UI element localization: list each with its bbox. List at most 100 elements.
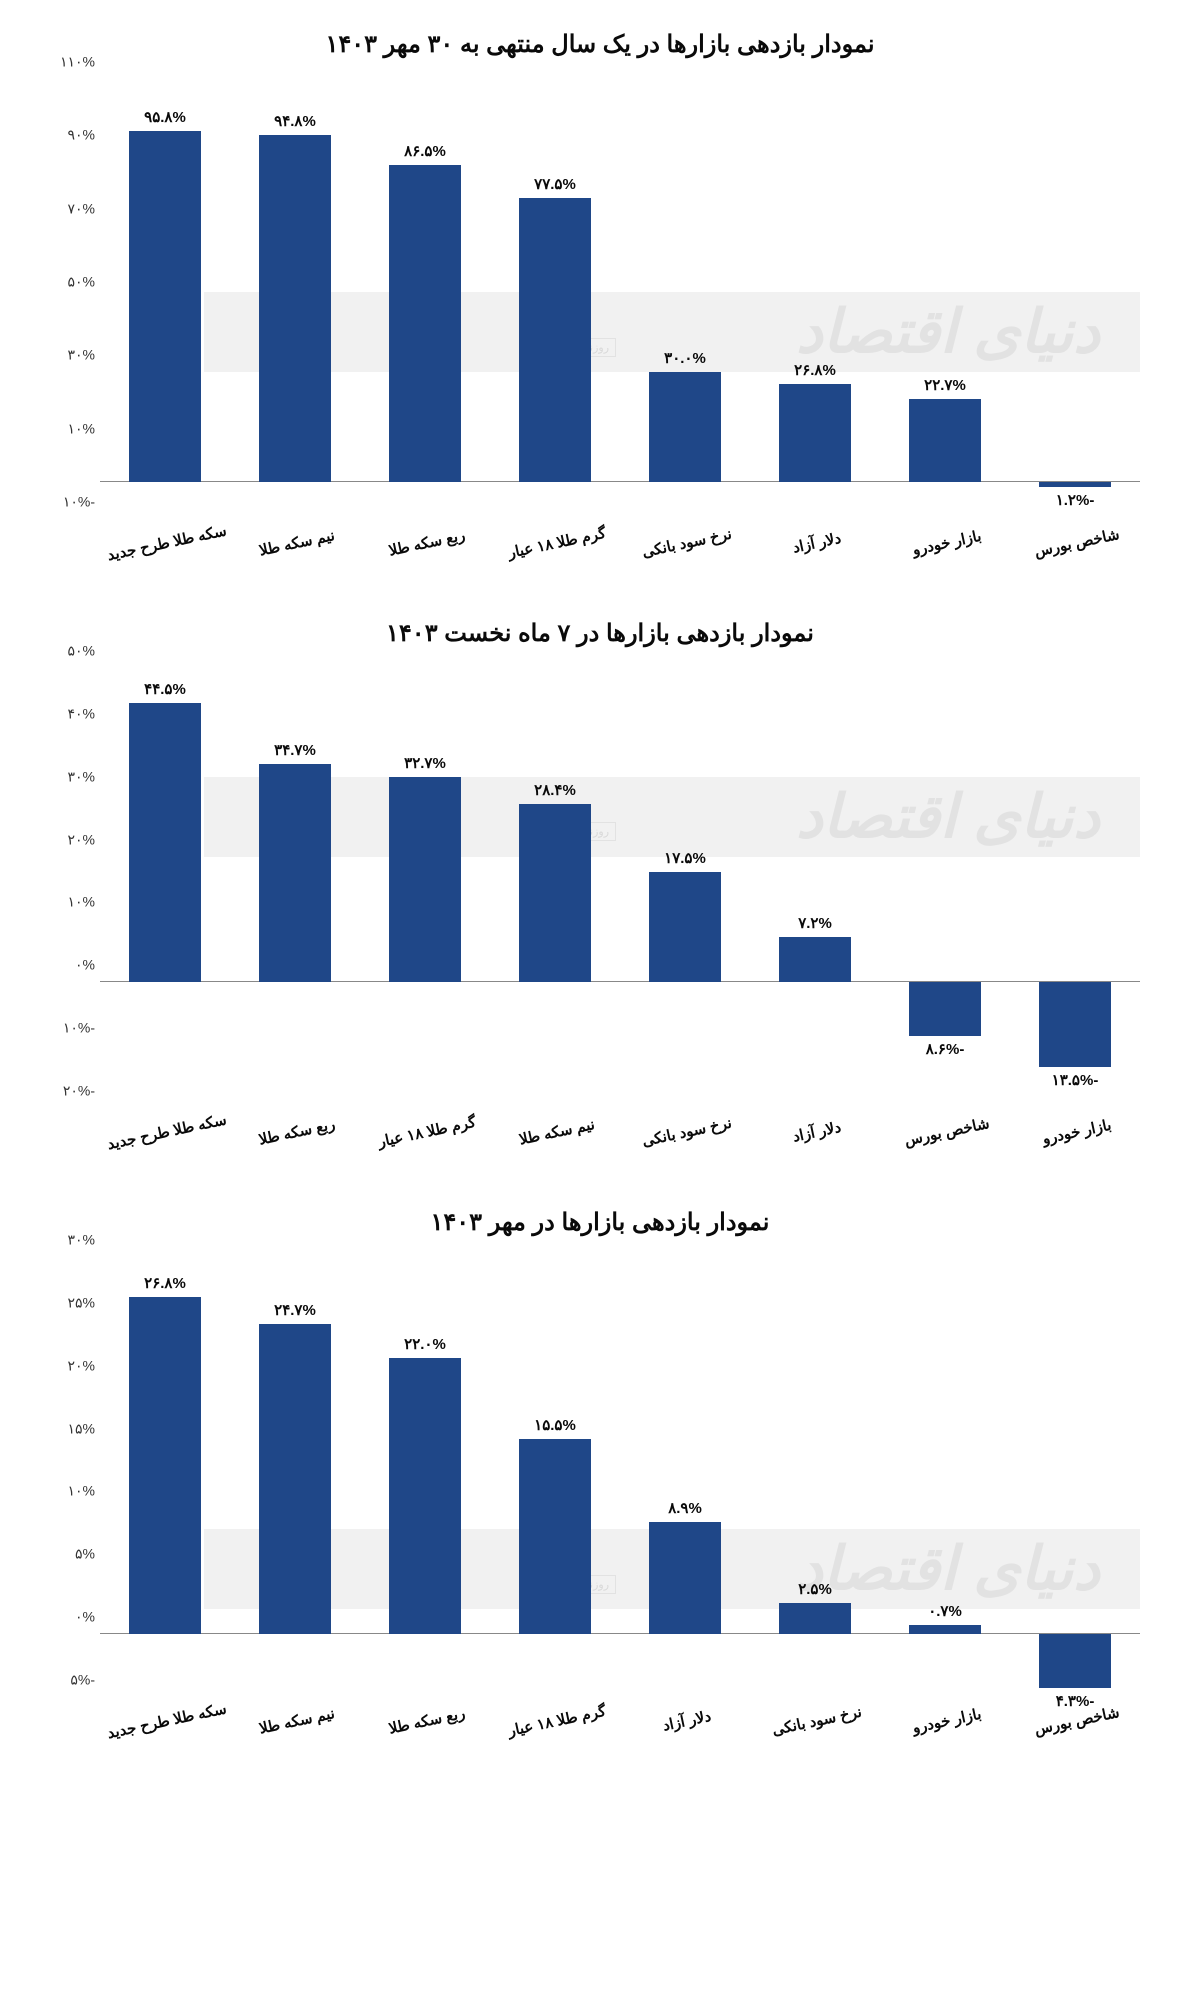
y-tick: ۳۰% (68, 768, 96, 785)
bar-value-label: ۹۴.۸% (235, 112, 355, 130)
y-axis: -۵%۰%۵%۱۰%۱۵%۲۰%۲۵%۳۰% (45, 1257, 95, 1697)
bar (649, 1522, 721, 1634)
bar (519, 198, 591, 482)
x-label: سکه طلا طرح جدید (106, 1110, 228, 1153)
bar (909, 982, 981, 1036)
x-axis-labels: سکه طلا طرح جدیدنیم سکه طلاربع سکه طلاگر… (100, 1702, 1140, 1742)
bar-value-label: ۷۷.۵% (495, 175, 615, 193)
y-tick: -۲۰% (63, 1083, 95, 1100)
bar-value-label: ۲.۵% (755, 1580, 875, 1598)
zero-baseline (100, 1633, 1140, 1634)
x-label: دلار آزاد (791, 529, 843, 557)
y-tick: ۱۵% (68, 1420, 96, 1437)
bar (909, 1625, 981, 1634)
y-tick: ۳۰% (68, 1232, 96, 1249)
bar (129, 131, 201, 482)
bar-value-label: ۷.۲% (755, 914, 875, 932)
y-tick: ۰% (75, 957, 95, 974)
x-label: ربع سکه طلا (387, 1704, 467, 1738)
x-label: ربع سکه طلا (387, 526, 467, 560)
bar (259, 135, 331, 483)
y-tick: ۳۰% (68, 347, 96, 364)
bar (129, 1297, 201, 1634)
bar (259, 1324, 331, 1635)
chart-container-2: نمودار بازدهی بازارها در مهر ۱۴۰۳-۵%۰%۵%… (40, 1208, 1160, 1737)
watermark-main-text: دنیای اقتصاد (796, 297, 1100, 367)
y-tick: ۵۰% (68, 274, 96, 291)
chart-area: -۵%۰%۵%۱۰%۱۵%۲۰%۲۵%۳۰%روزنامه صبح ایراند… (100, 1257, 1140, 1737)
y-tick: -۱۰% (63, 494, 95, 511)
y-tick: ۰% (75, 1609, 95, 1626)
y-tick: ۲۵% (68, 1294, 96, 1311)
bar-value-label: ۲۶.۸% (105, 1274, 225, 1292)
bar-value-label: ۲۸.۴% (495, 781, 615, 799)
bar-value-label: ۸۶.۵% (365, 142, 485, 160)
bar-value-label: ۱۵.۵% (495, 1416, 615, 1434)
y-tick: ۵۰% (68, 643, 96, 660)
y-tick: ۱۱۰% (60, 54, 95, 71)
bar (129, 703, 201, 983)
bar (1039, 1634, 1111, 1688)
x-label: نیم سکه طلا (257, 1704, 336, 1738)
bar-value-label: -۱۳.۵% (1015, 1071, 1135, 1089)
bar (1039, 482, 1111, 486)
x-label: گرم طلا ۱۸ عیار (376, 1113, 477, 1151)
bar-value-label: ۲۶.۸% (755, 361, 875, 379)
x-label: دلار آزاد (791, 1118, 843, 1146)
x-label: بازار خودرو (911, 1705, 983, 1737)
x-label: ربع سکه طلا (257, 1115, 337, 1149)
bar (1039, 982, 1111, 1067)
y-axis: -۲۰%-۱۰%۰%۱۰%۲۰%۳۰%۴۰%۵۰% (45, 668, 95, 1108)
bar (519, 1439, 591, 1634)
bar (389, 1358, 461, 1635)
bar-value-label: ۹۵.۸% (105, 108, 225, 126)
y-tick: ۱۰% (68, 420, 96, 437)
bar (909, 399, 981, 482)
bar-value-label: ۰.۷% (885, 1602, 1005, 1620)
y-tick: ۷۰% (68, 200, 96, 217)
bar-value-label: ۱۷.۵% (625, 849, 745, 867)
chart-title: نمودار بازدهی بازارها در یک سال منتهی به… (40, 30, 1160, 59)
y-tick: ۱۰% (68, 894, 96, 911)
bar (779, 1603, 851, 1634)
bar-value-label: ۳۲.۷% (365, 754, 485, 772)
bar (519, 804, 591, 983)
bar-value-label: ۳۴.۷% (235, 741, 355, 759)
x-label: نیم سکه طلا (517, 1115, 596, 1149)
zero-baseline (100, 981, 1140, 982)
chart-title: نمودار بازدهی بازارها در مهر ۱۴۰۳ (40, 1208, 1160, 1237)
x-axis-labels: سکه طلا طرح جدید ربع سکه طلا گرم طلا ۱۸ عی… (100, 1113, 1140, 1153)
x-label: نیم سکه طلا (257, 526, 336, 560)
bar-value-label: ۲۲.۷% (885, 376, 1005, 394)
bar-value-label: -۱.۲% (1015, 491, 1135, 509)
bar (389, 165, 461, 482)
y-tick: -۵% (70, 1672, 95, 1689)
bar-value-label: ۸.۹% (625, 1499, 745, 1517)
x-label: نرخ سود بانکی (640, 1114, 733, 1151)
y-tick: ۵% (75, 1546, 95, 1563)
bar (389, 777, 461, 983)
x-label: نرخ سود بانکی (640, 525, 733, 562)
watermark-main-text: دنیای اقتصاد (796, 782, 1100, 852)
x-label: بازار خودرو (911, 527, 983, 559)
y-tick: ۱۰% (68, 1483, 96, 1500)
y-tick: ۴۰% (68, 705, 96, 722)
zero-baseline (100, 481, 1140, 482)
chart-area: -۱۰%۱۰%۳۰%۵۰%۷۰%۹۰%۱۱۰%روزنامه صبح ایران… (100, 79, 1140, 559)
bar (649, 372, 721, 482)
bar (259, 764, 331, 982)
plot-area: روزنامه صبح ایراندنیای اقتصاد۹۵.۸%۹۴.۸%۸… (100, 79, 1140, 519)
plot-area: روزنامه صبح ایراندنیای اقتصاد۴۴.۵%۳۴.۷%۳… (100, 668, 1140, 1108)
bar-value-label: ۲۲.۰% (365, 1335, 485, 1353)
x-label: دلار آزاد (661, 1707, 713, 1735)
x-label: شاخص بورس (1033, 525, 1121, 561)
y-axis: -۱۰%۱۰%۳۰%۵۰%۷۰%۹۰%۱۱۰% (45, 79, 95, 519)
chart-area: -۲۰%-۱۰%۰%۱۰%۲۰%۳۰%۴۰%۵۰%روزنامه صبح ایر… (100, 668, 1140, 1148)
bar-value-label: ۳۰.۰% (625, 349, 745, 367)
y-tick: ۹۰% (68, 127, 96, 144)
chart-title: نمودار بازدهی بازارها در ۷ ماه نخست ۱۴۰۳ (40, 619, 1160, 648)
x-label: گرم طلا ۱۸ عیار (506, 524, 607, 562)
x-label: شاخص بورس (903, 1114, 991, 1150)
x-label: سکه طلا طرح جدید (106, 1699, 228, 1742)
bar-value-label: ۲۴.۷% (235, 1301, 355, 1319)
